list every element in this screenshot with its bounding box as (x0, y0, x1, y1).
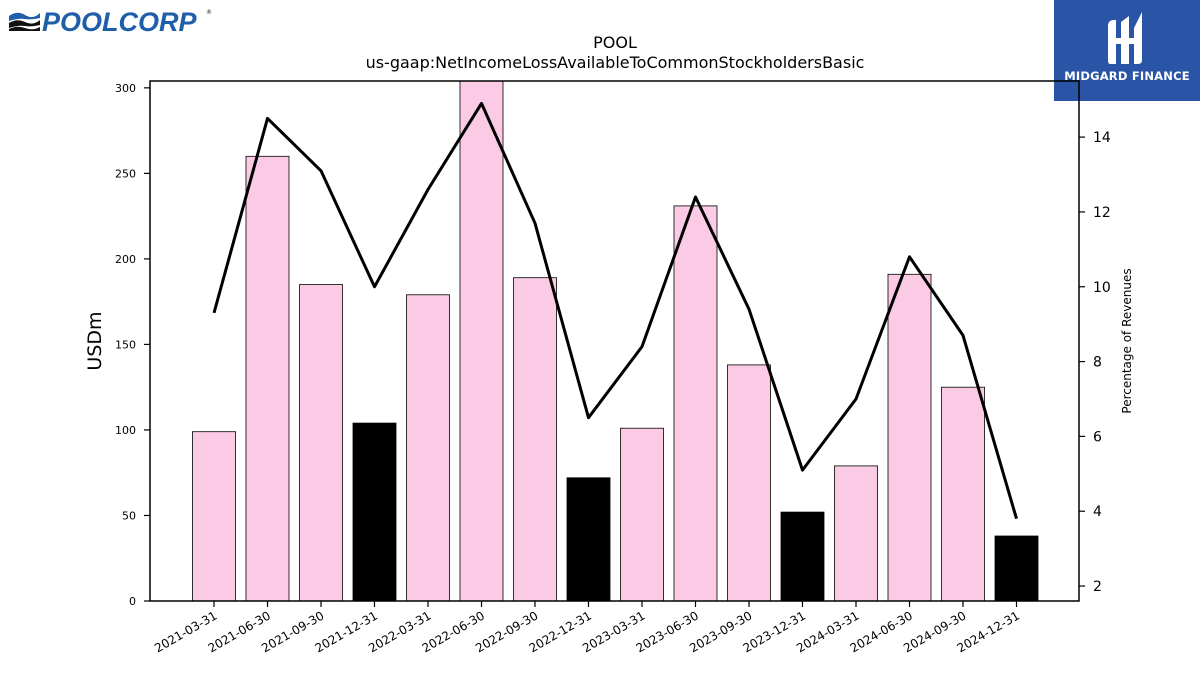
bar (513, 277, 557, 602)
bar (192, 431, 236, 602)
midgard-emblem-icon (1108, 12, 1142, 64)
y2-tick-label: 4 (1093, 504, 1102, 520)
bar (673, 205, 718, 602)
bar (352, 422, 397, 602)
bar (299, 284, 343, 602)
bar (887, 273, 932, 602)
y2-tick-label: 14 (1093, 130, 1111, 146)
series-line (212, 101, 1018, 520)
y-tick-label: 200 (115, 253, 136, 266)
y2-tick-label: 2 (1093, 579, 1102, 595)
bar (245, 155, 290, 602)
y2-tick-label: 10 (1093, 280, 1111, 296)
y2-tick-label: 12 (1093, 205, 1111, 221)
y-tick-label: 300 (115, 82, 136, 95)
y2-tick-label: 6 (1093, 429, 1102, 445)
bar (780, 511, 825, 602)
bar (566, 477, 611, 602)
y-tick-label: 150 (115, 338, 136, 351)
bar (727, 364, 771, 602)
bar (620, 427, 664, 602)
y-tick-label: 50 (122, 509, 136, 522)
midgard-finance-text: MIDGARD FINANCE (1064, 69, 1190, 83)
chart-subtitle: us-gaap:NetIncomeLossAvailableToCommonSt… (366, 53, 865, 72)
y2-tick-label: 8 (1093, 355, 1102, 371)
y-tick-label: 100 (115, 424, 136, 437)
bar (406, 294, 450, 602)
bar (941, 386, 985, 602)
bar (459, 80, 504, 602)
poolcorp-logo: POOLCORP ® (8, 7, 212, 37)
y-tick-label: 0 (129, 595, 136, 608)
registered-mark: ® (206, 9, 212, 16)
chart-title: POOL (593, 33, 637, 52)
y-axis-label: USDm (84, 311, 106, 370)
plot-frame (149, 80, 1080, 602)
bar (834, 465, 878, 602)
bar (994, 535, 1039, 602)
poolcorp-wave-icon (8, 10, 40, 32)
y-tick-label: 250 (115, 167, 136, 180)
poolcorp-logo-text: POOLCORP (42, 7, 198, 37)
y2-axis-label: Percentage of Revenues (1120, 268, 1134, 413)
